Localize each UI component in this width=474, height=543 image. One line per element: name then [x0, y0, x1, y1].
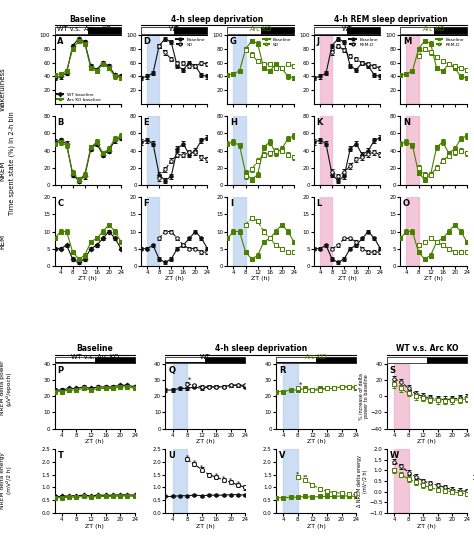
Text: E: E — [144, 118, 149, 127]
X-axis label: ZT (h): ZT (h) — [251, 276, 270, 281]
X-axis label: ZT (h): ZT (h) — [417, 439, 436, 444]
Text: *: * — [215, 473, 218, 478]
Text: NREM delta power
(µV²/epoch): NREM delta power (µV²/epoch) — [0, 361, 12, 415]
Text: V: V — [279, 451, 286, 460]
Text: WT: WT — [342, 27, 353, 33]
Text: WT v.s.: WT v.s. — [57, 27, 83, 33]
X-axis label: ZT (h): ZT (h) — [85, 439, 104, 444]
Bar — [406, 35, 419, 104]
Text: W: W — [390, 451, 399, 460]
Bar — [320, 35, 332, 104]
Legend: Baseline, REM-D: Baseline, REM-D — [436, 37, 465, 47]
Text: *: * — [200, 465, 203, 470]
X-axis label: ZT (h): ZT (h) — [307, 523, 326, 529]
X-axis label: ZT (h): ZT (h) — [424, 276, 443, 281]
Text: REM: REM — [0, 234, 5, 249]
Text: C: C — [57, 199, 64, 209]
Text: B: B — [57, 118, 64, 127]
Bar — [406, 197, 419, 266]
Bar — [320, 116, 332, 185]
Text: U: U — [168, 451, 175, 460]
X-axis label: ZT (h): ZT (h) — [307, 439, 326, 444]
Text: WT v.s. Arc KO: WT v.s. Arc KO — [395, 344, 458, 353]
Text: K: K — [317, 118, 323, 127]
X-axis label: ZT (h): ZT (h) — [78, 276, 97, 281]
Y-axis label: Δ NREM delta energy
(mV²/2 h): Δ NREM delta energy (mV²/2 h) — [357, 455, 368, 507]
Text: A: A — [57, 37, 64, 46]
X-axis label: ZT (h): ZT (h) — [196, 523, 215, 529]
Bar — [283, 364, 298, 428]
Text: *: * — [296, 472, 300, 477]
Bar — [147, 35, 159, 104]
Text: Baseline: Baseline — [69, 15, 106, 24]
Text: I: I — [230, 199, 233, 209]
Text: ‡: ‡ — [473, 472, 474, 482]
Text: J: J — [317, 37, 319, 46]
Bar — [406, 116, 419, 185]
Text: H: H — [230, 118, 237, 127]
Legend: Baseline, SD: Baseline, SD — [176, 37, 205, 47]
X-axis label: ZT (h): ZT (h) — [85, 523, 104, 529]
Text: N: N — [403, 118, 410, 127]
Text: 4-h sleep deprivation: 4-h sleep deprivation — [215, 344, 307, 353]
Text: Arc KO: Arc KO — [305, 354, 328, 360]
Text: Time spent state (%) in 2-h bin: Time spent state (%) in 2-h bin — [9, 111, 15, 215]
Bar — [173, 364, 187, 428]
Bar — [283, 449, 298, 513]
Bar — [234, 116, 246, 185]
Text: KO: KO — [100, 27, 111, 33]
Legend: Baseline, SD: Baseline, SD — [263, 37, 292, 47]
Text: *: * — [299, 382, 302, 388]
X-axis label: ZT (h): ZT (h) — [338, 276, 356, 281]
Text: Baseline: Baseline — [76, 344, 113, 353]
Text: G: G — [230, 37, 237, 46]
Legend: WT baseline, Arc KO baseline: WT baseline, Arc KO baseline — [57, 92, 101, 102]
Text: R: R — [279, 367, 286, 375]
Text: *: * — [185, 455, 189, 460]
Text: T: T — [58, 451, 64, 460]
Text: Wakefulness: Wakefulness — [0, 68, 5, 111]
Legend: Baseline, REM-D: Baseline, REM-D — [349, 37, 378, 47]
Text: NREM delta energy
(mV²/2 h): NREM delta energy (mV²/2 h) — [0, 452, 12, 509]
X-axis label: ZT (h): ZT (h) — [417, 523, 436, 529]
Bar — [394, 449, 409, 513]
X-axis label: ZT (h): ZT (h) — [196, 439, 215, 444]
Y-axis label: % increase of delta
power to baseline: % increase of delta power to baseline — [359, 373, 369, 420]
Text: L: L — [317, 199, 322, 209]
Text: *: * — [222, 475, 225, 481]
Text: *: * — [237, 481, 240, 485]
Text: D: D — [144, 37, 151, 46]
Bar — [234, 35, 246, 104]
Bar — [147, 197, 159, 266]
Text: *: * — [229, 478, 232, 483]
Text: *: * — [193, 460, 196, 465]
Text: Q: Q — [168, 367, 175, 375]
Text: Arc: Arc — [83, 27, 94, 33]
Text: 4-h REM sleep deprivation: 4-h REM sleep deprivation — [334, 15, 447, 24]
Bar — [173, 449, 187, 513]
Text: Arc KO: Arc KO — [249, 27, 272, 33]
Text: WT: WT — [200, 354, 210, 360]
Bar — [234, 197, 246, 266]
Bar — [147, 116, 159, 185]
Text: O: O — [403, 199, 410, 209]
Bar — [394, 364, 409, 428]
Text: WT: WT — [169, 27, 180, 33]
Text: Arc KO: Arc KO — [422, 27, 445, 33]
X-axis label: ZT (h): ZT (h) — [165, 276, 183, 281]
Text: 4-h sleep deprivation: 4-h sleep deprivation — [171, 15, 264, 24]
Text: S: S — [390, 367, 396, 375]
Text: F: F — [144, 199, 149, 209]
Text: **: ** — [302, 475, 308, 479]
Text: P: P — [58, 367, 64, 375]
Text: WT v.s. Arc KO: WT v.s. Arc KO — [71, 354, 118, 360]
Text: NREM: NREM — [0, 161, 5, 181]
Text: M: M — [403, 37, 411, 46]
Text: *: * — [188, 377, 191, 383]
Bar — [320, 197, 332, 266]
